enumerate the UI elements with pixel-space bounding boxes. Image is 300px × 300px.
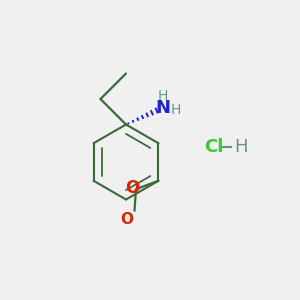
Text: N: N bbox=[155, 99, 170, 117]
Text: O: O bbox=[120, 212, 133, 227]
Text: H: H bbox=[170, 103, 181, 117]
Text: Cl: Cl bbox=[204, 138, 224, 156]
Text: O: O bbox=[125, 179, 140, 197]
Text: H: H bbox=[158, 89, 168, 103]
Text: H: H bbox=[234, 138, 247, 156]
